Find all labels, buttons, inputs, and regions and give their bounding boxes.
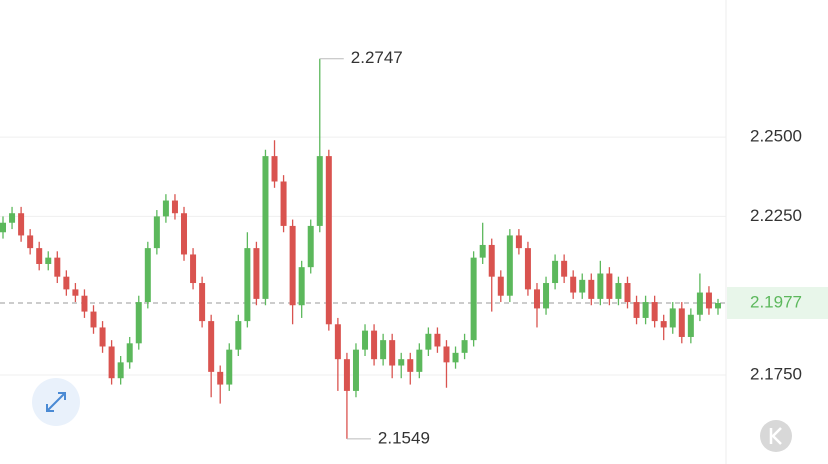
candle-body [72, 289, 79, 296]
candle-body [715, 303, 721, 309]
candle-body [271, 156, 278, 182]
candle-body [506, 235, 513, 296]
candle-body [615, 283, 622, 299]
candle-body [606, 273, 613, 299]
candle-body [162, 200, 169, 217]
candle-body [298, 267, 305, 306]
candle-body [135, 302, 142, 344]
candle-body [579, 279, 586, 293]
candle-body [190, 254, 197, 284]
candle-body [108, 346, 115, 379]
candle-body [407, 359, 414, 372]
candle-body [380, 340, 387, 360]
candle-body [144, 248, 151, 303]
candle-body [343, 359, 350, 391]
candle-body [280, 181, 287, 226]
candle-body [561, 260, 568, 277]
candle-body [552, 260, 559, 284]
candle-body [54, 257, 61, 277]
candle-body [244, 248, 251, 322]
candle-body [0, 222, 6, 233]
candle-body [515, 235, 522, 249]
candle-body [171, 200, 178, 214]
candle-body [45, 257, 52, 264]
candle-body [307, 225, 314, 268]
candle-body [452, 352, 459, 363]
candle-body [470, 257, 477, 341]
candle-body [262, 156, 269, 299]
candle-body [642, 302, 649, 318]
candle-body [117, 362, 124, 379]
candle-body [81, 295, 88, 312]
candle-body [289, 225, 296, 306]
candle-body [416, 349, 423, 372]
candle-body [36, 248, 43, 264]
candle-body [18, 213, 25, 236]
candle-body [633, 302, 640, 318]
min-label: 2.1549 [378, 428, 430, 447]
candle-body [181, 213, 188, 255]
candle-body [398, 359, 405, 366]
candle-body [497, 276, 504, 296]
candle-body [705, 292, 712, 309]
candle-body [524, 248, 531, 290]
y-tick-label: 2.1750 [750, 365, 802, 384]
candle-body [425, 333, 432, 350]
candle-body [443, 346, 450, 363]
candle-body [588, 279, 595, 299]
candle-body [217, 371, 224, 385]
candle-body [352, 349, 359, 391]
candle-body [597, 273, 604, 299]
candle-body [253, 248, 260, 299]
candle-body [27, 235, 34, 249]
candle-body [660, 321, 667, 328]
candle-body [488, 244, 495, 277]
candle-body [153, 216, 160, 249]
candle-body [99, 327, 106, 347]
last-price-label: 2.1977 [750, 293, 802, 312]
collapse-button[interactable] [760, 420, 792, 452]
candle-body [543, 283, 550, 309]
candle-body [669, 308, 676, 328]
candle-body [696, 292, 703, 315]
candle-body [371, 330, 378, 360]
candle-body [63, 276, 70, 290]
expand-icon [46, 392, 66, 412]
candle-body [624, 283, 631, 303]
candle-body [533, 289, 540, 309]
candle-body [126, 343, 133, 363]
candle-body [434, 333, 441, 347]
collapse-icon [769, 427, 782, 445]
candle-body [9, 213, 16, 223]
candle-body [362, 330, 369, 350]
candle-body [651, 302, 658, 322]
candle-body [316, 156, 323, 226]
candle-body [199, 283, 206, 322]
expand-button[interactable] [32, 378, 80, 426]
collapse-button-bg[interactable] [760, 420, 792, 452]
candle-body [678, 308, 685, 337]
candle-body [461, 340, 468, 353]
candle-body [334, 324, 341, 360]
y-tick-label: 2.2500 [750, 127, 802, 146]
candle-body [389, 340, 396, 366]
candle-body [687, 314, 694, 337]
last-price-box [727, 287, 828, 320]
candle-body [235, 321, 242, 350]
max-label: 2.2747 [351, 48, 403, 67]
candle-body [479, 244, 486, 258]
candle-body [325, 156, 332, 325]
candle-body [90, 311, 97, 328]
y-tick-label: 2.2250 [750, 206, 802, 225]
candle-body [226, 349, 233, 385]
candle-body [208, 321, 215, 372]
candle-body [570, 276, 577, 293]
